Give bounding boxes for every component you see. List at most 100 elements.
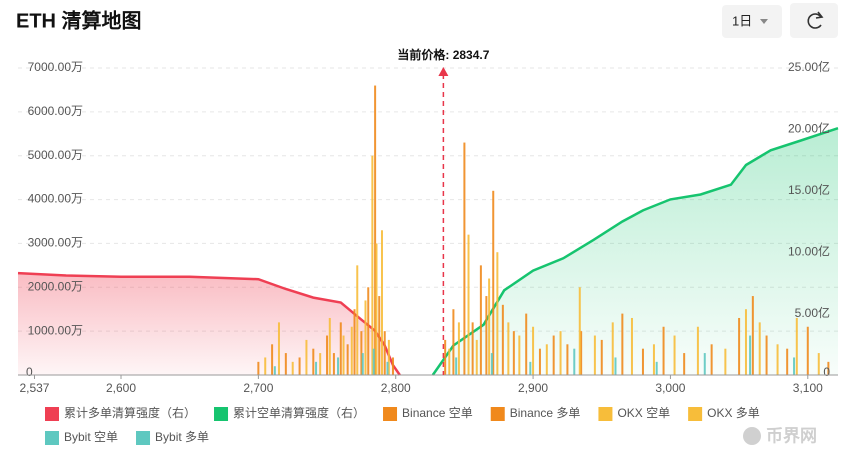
y-tick-label: 6000.00万: [28, 104, 83, 118]
bar: [371, 155, 374, 375]
x-tick-label: 2,700: [243, 381, 273, 395]
current-price-arrow: [438, 67, 449, 76]
legend-item[interactable]: Binance 多单: [490, 406, 581, 421]
x-tick-label: 3,100: [793, 381, 823, 395]
bar: [319, 353, 322, 375]
y2-tick-label: 5.00亿: [795, 305, 830, 320]
bar: [738, 317, 741, 375]
legend-item[interactable]: 累计空单清算强度（右）: [214, 405, 365, 421]
bar: [683, 353, 686, 375]
x-tick-label: 2,800: [381, 381, 411, 395]
y-tick-label: 7000.00万: [28, 60, 83, 74]
bar: [749, 335, 752, 375]
bar: [264, 357, 267, 375]
legend-label: OKX 多单: [707, 406, 760, 420]
bar: [273, 366, 276, 375]
interval-label: 1日: [732, 13, 752, 28]
bar: [475, 339, 478, 375]
bar: [374, 85, 377, 376]
bar: [485, 296, 488, 375]
bar: [391, 357, 394, 375]
legend-label: Binance 空单: [402, 406, 473, 420]
bar: [662, 326, 665, 375]
bar: [600, 339, 603, 375]
legend-swatch: [383, 407, 398, 421]
legend-label: Bybit 空单: [64, 430, 118, 444]
legend-item[interactable]: Bybit 空单: [45, 430, 118, 445]
bar: [518, 335, 521, 375]
bar: [471, 322, 474, 375]
bar: [492, 190, 495, 375]
legend-swatch: [598, 407, 613, 421]
bar: [479, 265, 482, 375]
bar: [512, 331, 515, 375]
series-layer: [17, 85, 839, 376]
bar: [342, 335, 345, 375]
bar: [378, 296, 381, 375]
y2-tick-label: 0: [823, 365, 830, 379]
bar: [525, 313, 528, 375]
refresh-icon: [807, 11, 824, 29]
legend-item[interactable]: OKX 空单: [598, 406, 670, 421]
area: [432, 128, 838, 375]
legend-item[interactable]: 累计多单清算强度（右）: [45, 405, 196, 421]
bar: [532, 326, 535, 375]
bar: [673, 335, 676, 375]
bar: [652, 344, 655, 375]
bar: [545, 344, 548, 375]
bar: [271, 344, 274, 375]
y2-tick-label: 25.00亿: [788, 59, 830, 74]
bar: [463, 142, 466, 375]
x-tick-label: 2,600: [106, 381, 136, 395]
bar: [372, 348, 375, 375]
bar: [744, 309, 747, 375]
bar: [452, 309, 455, 375]
x-tick-label: 2,900: [518, 381, 548, 395]
bar: [806, 326, 809, 375]
legend-label: Binance 多单: [510, 406, 581, 420]
legend-swatch: [490, 407, 505, 421]
bar: [490, 353, 493, 375]
bar: [326, 335, 329, 375]
bar: [356, 265, 359, 375]
bar: [315, 361, 318, 375]
legend-label: 累计多单清算强度（右）: [64, 405, 196, 420]
bar: [277, 322, 280, 375]
legend-swatch: [136, 431, 151, 445]
bar: [776, 344, 779, 375]
bar: [559, 331, 562, 375]
x-tick-label: 3,000: [655, 381, 685, 395]
bar: [353, 309, 356, 375]
bar: [361, 353, 364, 375]
bar: [364, 300, 367, 375]
bar: [386, 361, 389, 375]
watermark-icon: [743, 427, 761, 445]
bar: [305, 339, 308, 375]
bar: [284, 353, 287, 375]
bar: [578, 287, 581, 375]
y-tick-label: 1000.00万: [28, 323, 83, 337]
bar: [383, 331, 386, 375]
bar: [580, 331, 583, 375]
legend-item[interactable]: Bybit 多单: [136, 430, 209, 445]
y2-tick-label: 20.00亿: [788, 121, 830, 136]
bar: [710, 344, 713, 375]
interval-select[interactable]: [722, 5, 782, 38]
legend-item[interactable]: Binance 空单: [383, 406, 473, 421]
legend-swatch: [688, 407, 703, 421]
bar: [375, 243, 378, 375]
refresh-button[interactable]: [790, 3, 838, 38]
bar: [488, 278, 491, 375]
bar: [367, 287, 370, 375]
bar: [337, 357, 340, 375]
bar: [339, 322, 342, 375]
bar: [538, 348, 541, 375]
current-price-label: 当前价格: 2834.7: [397, 47, 489, 62]
legend-item[interactable]: OKX 多单: [688, 406, 760, 421]
bar: [496, 252, 499, 375]
bar: [786, 348, 789, 375]
bar: [257, 361, 260, 375]
bar: [387, 339, 390, 375]
bar: [444, 339, 447, 375]
